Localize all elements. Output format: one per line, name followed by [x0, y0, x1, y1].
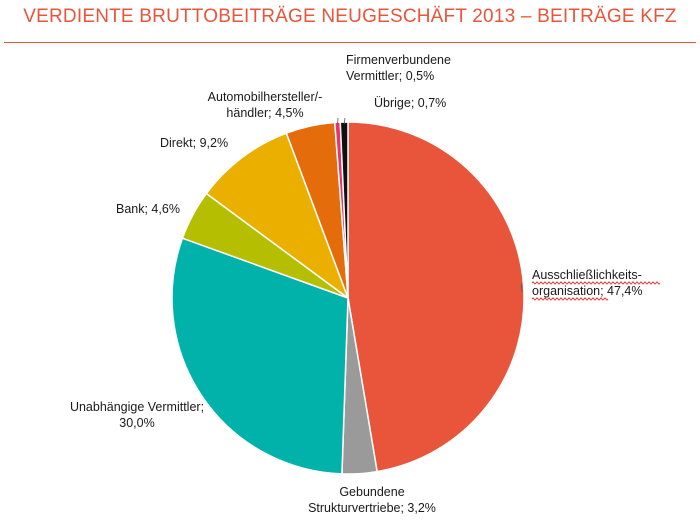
slice-label: Bank; 4,6% [116, 202, 180, 216]
leader-line [521, 283, 523, 293]
slice-label: Direkt; 9,2% [160, 136, 228, 150]
chart-title: VERDIENTE BRUTTOBEITRÄGE NEUGESCHÄFT 201… [23, 6, 677, 27]
slice-label: Übrige; 0,7% [374, 96, 446, 110]
slice-label: Automobilhersteller/-händler; 4,5% [208, 90, 323, 120]
pie-slice [171, 237, 349, 475]
spellcheck-underline [531, 281, 661, 285]
slice-label: Ausschließlichkeits-organisation; 47,4% [532, 268, 643, 298]
pie-slice [347, 121, 525, 473]
pie-slice [205, 132, 350, 301]
slice-label: Unabhängige Vermittler; 30,0% [70, 400, 204, 430]
slice-label: Gebundene Strukturvertriebe; 3,2% [308, 485, 436, 515]
title-divider [4, 42, 696, 43]
leader-line [343, 117, 346, 125]
spellcheck-underline [531, 297, 609, 301]
slice-label: Firmenverbundene Vermittler; 0,5% [346, 53, 451, 83]
